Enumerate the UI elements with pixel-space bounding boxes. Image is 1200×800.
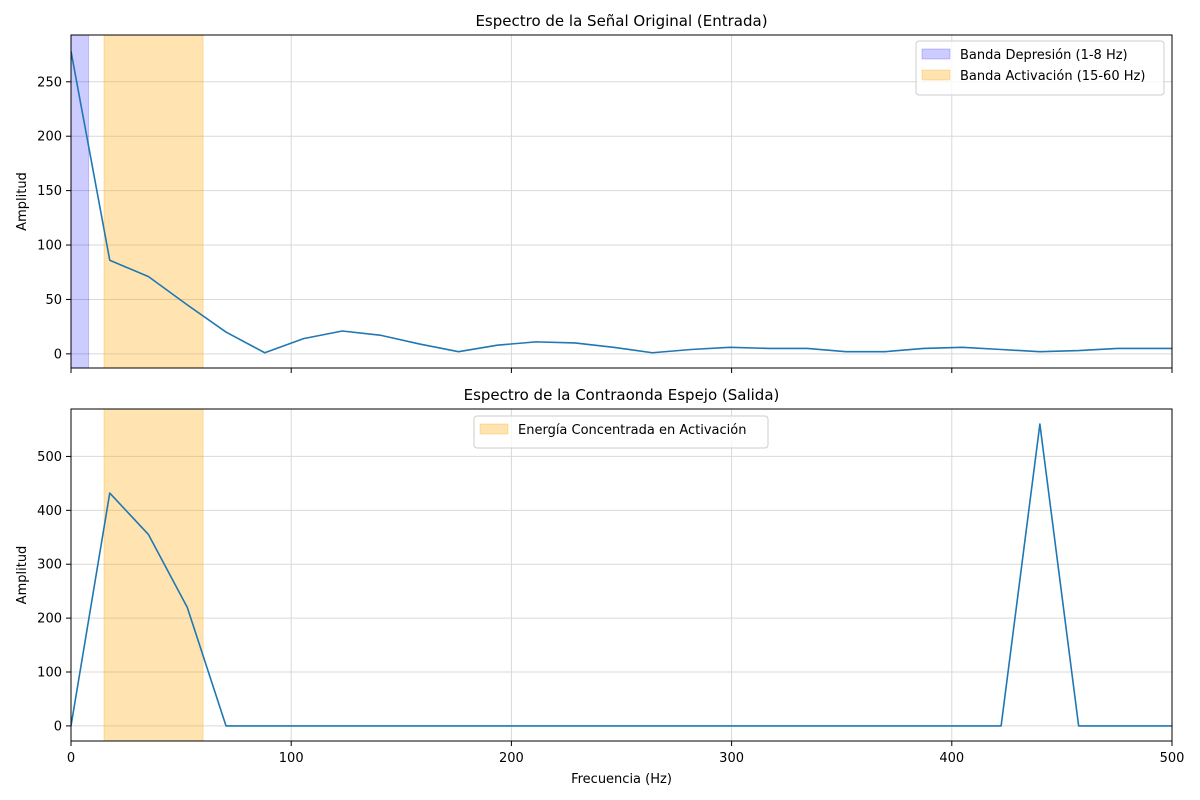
series-0-line bbox=[71, 423, 1172, 727]
legend-label: Banda Activación (15-60 Hz) bbox=[960, 69, 1145, 84]
legend-swatch bbox=[921, 48, 951, 60]
series-0-line bbox=[71, 51, 1172, 354]
y-axis-label: Amplitud bbox=[15, 172, 30, 231]
legend: Energía Concentrada en Activación bbox=[473, 415, 769, 449]
band-0-shade bbox=[71, 35, 90, 368]
y-tick-label: 100 bbox=[37, 666, 62, 681]
y-tick-label: 300 bbox=[37, 558, 62, 573]
y-tick-label: 150 bbox=[37, 184, 62, 199]
band-1-shade bbox=[103, 35, 204, 368]
y-tick-label: 50 bbox=[45, 293, 62, 308]
x-tick-label: 200 bbox=[499, 751, 524, 766]
y-tick-label: 0 bbox=[54, 719, 62, 734]
plot-frame bbox=[70, 34, 1173, 369]
x-tick-label: 400 bbox=[939, 751, 964, 766]
legend-box bbox=[473, 415, 769, 449]
chart-top-input-spectrum: 0 50 100 150 200 250 Espectro de la Señal Orig… bbox=[15, 12, 1173, 373]
chart-title: Espectro de la Señal Original (Entrada) bbox=[475, 12, 767, 30]
legend: Banda Depresión (1-8 Hz) Banda Activación… bbox=[915, 40, 1165, 96]
x-tick-label: 500 bbox=[1160, 751, 1185, 766]
y-axis-label: Amplitud bbox=[15, 546, 30, 605]
chart-bottom-output-spectrum: 0 100 200 300 400 500 0 100 200 300 400 500 Espectro… bbox=[15, 386, 1185, 787]
y-tick-label: 200 bbox=[37, 130, 62, 145]
y-tick-label: 400 bbox=[37, 504, 62, 519]
chart-title: Espectro de la Contraonda Espejo (Salida… bbox=[464, 386, 780, 404]
legend-label: Energía Concentrada en Activación bbox=[518, 423, 746, 438]
x-tick-label: 300 bbox=[719, 751, 744, 766]
legend-swatch bbox=[479, 423, 509, 435]
legend-label: Banda Depresión (1-8 Hz) bbox=[960, 48, 1128, 63]
plot-frame bbox=[70, 408, 1173, 742]
bands-group bbox=[71, 35, 204, 368]
legend-box bbox=[915, 40, 1165, 96]
legend-swatch bbox=[921, 69, 951, 81]
y-tick-label: 100 bbox=[37, 239, 62, 254]
y-tick-label: 250 bbox=[37, 75, 62, 90]
y-tick-label: 200 bbox=[37, 612, 62, 627]
x-tick-label: 100 bbox=[279, 751, 304, 766]
x-axis-label: Frecuencia (Hz) bbox=[571, 772, 672, 787]
x-tick-label: 0 bbox=[67, 751, 75, 766]
series-group bbox=[71, 51, 1172, 354]
band-0-shade bbox=[103, 409, 204, 741]
y-tick-label: 500 bbox=[37, 450, 62, 465]
bands-group bbox=[103, 409, 204, 741]
series-group bbox=[71, 423, 1172, 727]
y-tick-label: 0 bbox=[54, 347, 62, 362]
